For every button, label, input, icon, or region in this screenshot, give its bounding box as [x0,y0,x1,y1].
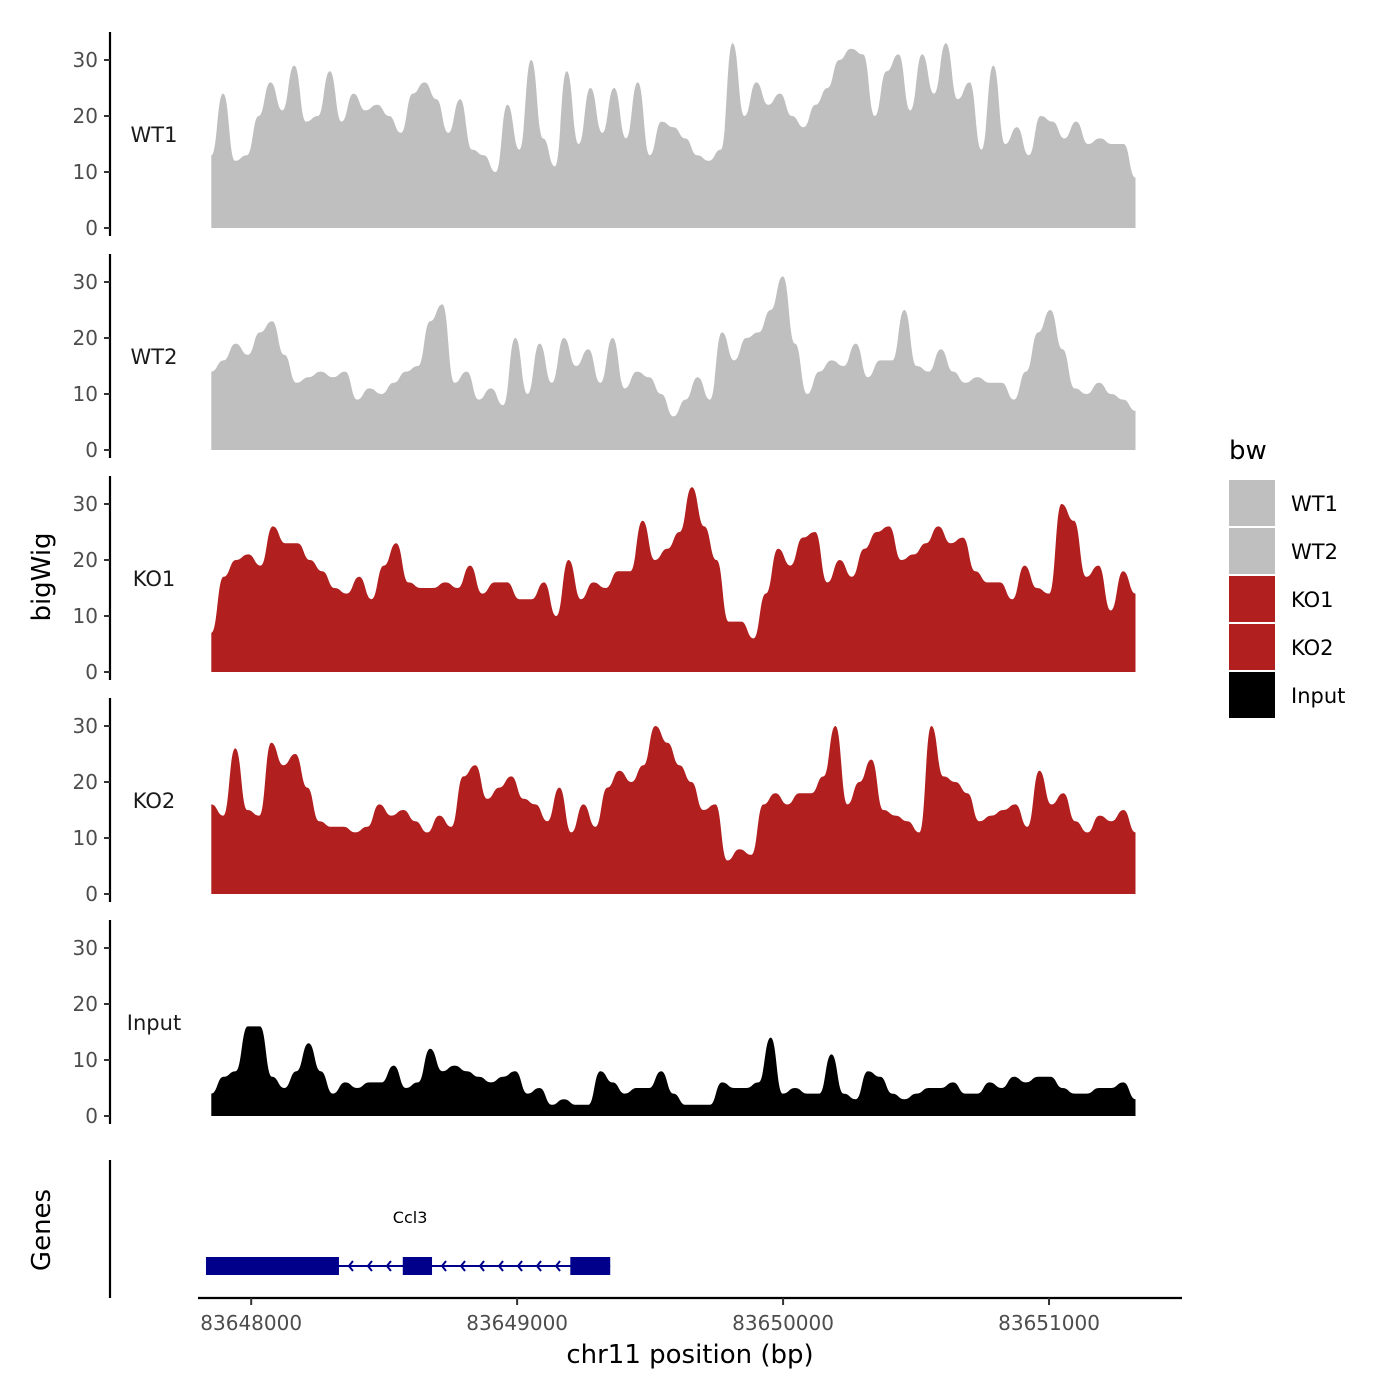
y-tick-label: 0 [85,438,98,462]
area-wt2 [211,276,1136,450]
y-tick-label: 30 [73,270,98,294]
genes-axis-title: Genes [27,1189,57,1271]
strand-chevron [535,1260,542,1272]
area-ko2 [211,726,1136,894]
track-wt1: 0 10 20 30 WT1 [73,32,1136,240]
y-tick-label: 0 [85,1104,98,1128]
strand-chevron [497,1260,504,1272]
track-wt2: 0 10 20 30 WT2 [73,254,1136,462]
strand-chevron [554,1260,561,1272]
legend: bw WT1 WT2 KO1 KO2 Input [1229,436,1345,718]
gene-exon [205,1257,339,1275]
legend-swatch [1229,528,1275,574]
legend-swatch [1229,576,1275,622]
y-tick-label: 30 [73,48,98,72]
x-tick-label: 83651000 [998,1311,1100,1335]
y-tick-label: 10 [73,826,98,850]
legend-label: KO1 [1291,588,1334,612]
strand-chevron [459,1260,466,1272]
tracks: 0 10 20 30 WT1 0 10 20 30 WT2 0 10 20 30 KO1 0 10 20 30 KO2… [73,32,1136,1128]
track-label: KO2 [133,789,176,813]
y-tick-label: 0 [85,216,98,240]
track-label: WT1 [131,123,178,147]
gene-exon [570,1257,611,1275]
y-tick-label: 30 [73,936,98,960]
legend-swatch [1229,480,1275,526]
y-tick-label: 30 [73,714,98,738]
legend-label: Input [1291,684,1345,708]
area-input [211,1026,1136,1116]
track-label: Input [127,1011,181,1035]
legend-label: KO2 [1291,636,1334,660]
y-tick-label: 10 [73,382,98,406]
legend-label: WT2 [1291,540,1338,564]
legend-swatch [1229,624,1275,670]
x-axis: 83648000 83649000 83650000 83651000 [198,1296,1182,1335]
gene-label: Ccl3 [393,1208,428,1227]
strand-chevron [347,1260,354,1272]
y-tick-label: 30 [73,492,98,516]
strand-chevron [385,1260,392,1272]
gene-ccl3: Ccl3 [205,1208,611,1275]
y-tick-label: 0 [85,660,98,684]
gene-exon [402,1257,433,1275]
x-tick-label: 83650000 [732,1311,834,1335]
strand-chevron [440,1260,447,1272]
y-tick-label: 20 [73,992,98,1016]
y-tick-label: 0 [85,882,98,906]
legend-title: bw [1229,436,1267,466]
y-axis-title: bigWig [27,532,57,621]
area-wt1 [211,43,1136,228]
legend-label: WT1 [1291,492,1338,516]
x-tick-label: 83648000 [200,1311,302,1335]
x-axis-title: chr11 position (bp) [566,1340,813,1370]
strand-chevron [516,1260,523,1272]
track-label: WT2 [131,345,178,369]
y-tick-label: 10 [73,160,98,184]
y-tick-label: 20 [73,548,98,572]
track-ko2: 0 10 20 30 KO2 [73,698,1136,906]
area-ko1 [211,487,1136,672]
track-label: KO1 [133,567,176,591]
genes-track: Ccl3 [108,1160,611,1298]
strand-chevron [478,1260,485,1272]
y-tick-label: 20 [73,326,98,350]
x-tick-label: 83649000 [466,1311,568,1335]
y-tick-label: 10 [73,604,98,628]
strand-chevron [366,1260,373,1272]
y-tick-label: 20 [73,770,98,794]
y-tick-label: 10 [73,1048,98,1072]
y-tick-label: 20 [73,104,98,128]
track-ko1: 0 10 20 30 KO1 [73,476,1136,684]
legend-swatch [1229,672,1275,718]
track-input: 0 10 20 30 Input [73,920,1136,1128]
